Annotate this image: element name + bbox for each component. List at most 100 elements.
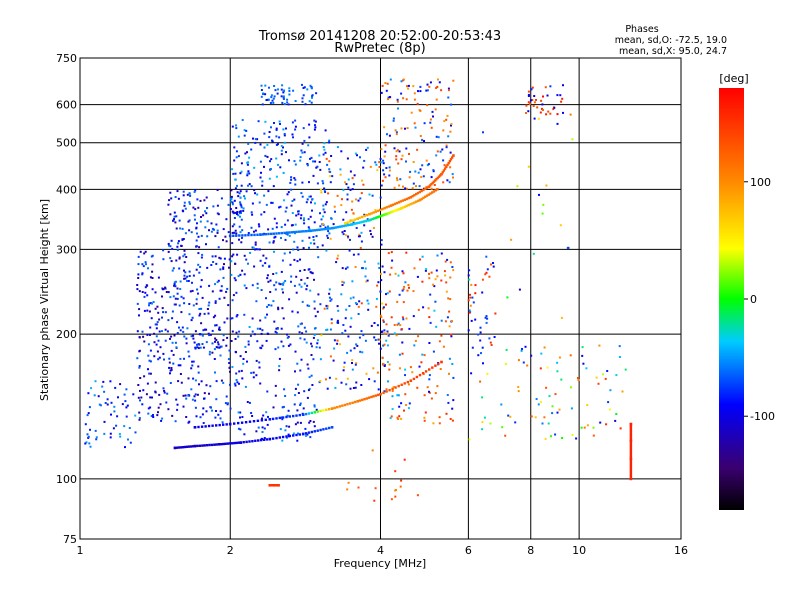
echo-point: [275, 175, 278, 178]
echo-point: [504, 363, 507, 365]
echo-point: [368, 378, 371, 381]
echo-point: [255, 430, 258, 433]
trace-point: [400, 383, 403, 386]
echo-point: [341, 198, 343, 201]
echo-point: [218, 328, 220, 331]
trace-point: [177, 446, 181, 449]
echo-point: [448, 310, 451, 313]
echo-point: [148, 304, 150, 307]
echo-point: [532, 252, 535, 255]
trace-point: [363, 398, 366, 401]
echo-point: [201, 296, 204, 299]
echo-point: [265, 339, 268, 342]
echo-point: [204, 226, 207, 229]
echo-point: [123, 425, 126, 428]
echo-point: [169, 257, 172, 260]
echo-point: [231, 255, 234, 258]
echo-point: [226, 287, 229, 290]
echo-point: [406, 127, 409, 130]
echo-point: [558, 356, 561, 359]
echo-point: [192, 377, 195, 380]
echo-point: [198, 333, 201, 336]
x-tick-label: 6: [465, 544, 472, 557]
echo-point: [543, 346, 546, 349]
echo-point: [116, 415, 119, 418]
trace-point: [386, 212, 389, 215]
echo-point: [236, 253, 239, 256]
echo-point: [391, 395, 394, 398]
echo-point: [182, 255, 185, 258]
trace-point: [298, 433, 301, 436]
echo-point: [227, 203, 230, 206]
trace-point: [397, 201, 401, 204]
echo-point: [585, 367, 588, 370]
echo-point: [211, 342, 214, 345]
echo-point: [517, 359, 520, 362]
echo-point: [195, 268, 198, 271]
echo-point: [103, 420, 106, 423]
echo-point: [254, 138, 257, 141]
echo-point: [552, 108, 555, 111]
echo-point: [319, 380, 322, 382]
trace-point: [204, 425, 207, 428]
trace-point: [393, 202, 397, 206]
echo-point: [408, 402, 411, 405]
trace-point: [381, 214, 384, 217]
echo-point: [306, 164, 309, 167]
echo-point: [355, 227, 358, 229]
echo-point: [551, 405, 554, 408]
echo-point: [281, 259, 284, 262]
echo-point: [480, 352, 482, 355]
echo-point: [136, 330, 139, 333]
echo-point: [405, 404, 408, 406]
echo-point: [136, 288, 139, 291]
echo-point: [303, 338, 306, 341]
echo-point: [268, 177, 271, 180]
echo-point: [235, 232, 238, 235]
echo-point: [238, 370, 241, 373]
echo-point: [127, 438, 129, 441]
trace-point: [233, 441, 236, 445]
echo-point: [236, 191, 239, 194]
echo-point: [539, 111, 542, 114]
echo-point: [306, 277, 309, 279]
trace-point: [387, 205, 391, 208]
echo-point: [388, 134, 391, 137]
echo-point: [325, 157, 328, 160]
echo-point: [303, 269, 306, 271]
echo-point: [277, 88, 279, 91]
echo-point: [301, 100, 304, 103]
echo-point: [394, 129, 397, 132]
trace-vertex: [330, 426, 334, 429]
trace-point: [256, 233, 259, 236]
echo-point: [468, 311, 471, 314]
trace-point: [436, 176, 439, 180]
echo-point: [481, 346, 484, 349]
trace-point: [307, 431, 311, 434]
echo-point: [551, 412, 554, 415]
echo-point: [234, 211, 237, 214]
echo-point: [292, 89, 295, 92]
echo-point: [366, 218, 369, 221]
echo-point: [345, 183, 348, 186]
echo-point: [541, 103, 544, 106]
echo-point: [314, 202, 316, 205]
echo-point: [240, 206, 243, 209]
echo-point: [526, 364, 529, 367]
echo-point: [446, 394, 449, 396]
trace-point: [265, 438, 269, 441]
echo-point: [125, 406, 128, 409]
echo-point: [308, 181, 310, 184]
echo-point: [215, 398, 218, 401]
echo-point: [231, 125, 234, 128]
trace-point: [432, 190, 436, 193]
echo-point: [231, 299, 234, 302]
echo-point: [309, 84, 312, 87]
echo-point: [284, 280, 287, 282]
echo-point: [345, 234, 347, 237]
echo-point: [380, 161, 383, 164]
echo-point: [308, 376, 311, 379]
echo-point: [343, 230, 346, 232]
echo-point: [451, 407, 454, 410]
echo-point: [452, 79, 455, 82]
